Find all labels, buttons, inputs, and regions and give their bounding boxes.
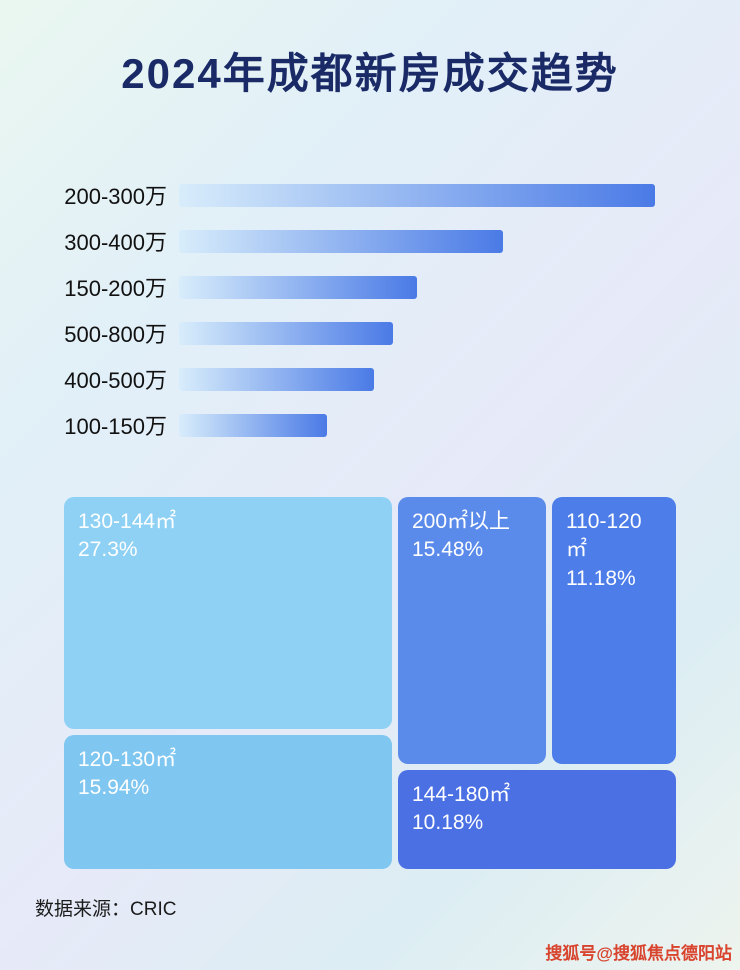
bar-track <box>179 413 705 437</box>
bar <box>179 183 656 207</box>
treemap-block-label: 110-120㎡ <box>566 510 642 562</box>
treemap-block-value: 27.3% <box>78 538 138 562</box>
watermark-text: 搜狐号@搜狐焦点德阳站 <box>545 944 732 963</box>
bar-category-label: 300-400万 <box>64 230 167 255</box>
bar-category-label: 400-500万 <box>64 368 167 393</box>
bar-track <box>179 275 705 299</box>
bar-category-label: 100-150万 <box>64 414 167 439</box>
bar-track <box>179 321 705 345</box>
treemap-block-label: 120-130㎡ <box>78 748 177 771</box>
treemap: 130-144㎡ 27.3% 200㎡以上 15.48% 110-120㎡ 11.18% 1… <box>64 497 676 869</box>
bar-row: 150-200万 <box>35 264 705 310</box>
treemap-block-label: 144-180㎡ <box>412 783 511 806</box>
bar <box>179 413 327 437</box>
treemap-block-label: 200㎡以上 <box>412 510 511 533</box>
treemap-block-value: 15.94% <box>78 776 150 800</box>
treemap-block: 130-144㎡ 27.3% <box>64 497 392 729</box>
page-title: 2024年成都新房成交趋势 <box>121 50 619 97</box>
bar-category-label: 150-200万 <box>64 276 167 301</box>
treemap-block-value: 15.48% <box>412 538 484 562</box>
bar-track <box>179 229 705 253</box>
bar-chart: 200-300万 300-400万 150-200万 500-800万 400-500万… <box>35 172 705 448</box>
bar-track <box>179 183 705 207</box>
bar <box>179 229 503 253</box>
bar-track <box>179 367 705 391</box>
bar-row: 200-300万 <box>35 172 705 218</box>
treemap-block: 120-130㎡ 15.94% <box>64 735 392 869</box>
bar-row: 300-400万 <box>35 218 705 264</box>
bar-category-label: 200-300万 <box>64 184 167 209</box>
treemap-block-label: 130-144㎡ <box>78 510 177 533</box>
bar-row: 500-800万 <box>35 310 705 356</box>
bar-category-label: 500-800万 <box>64 322 167 347</box>
treemap-block: 110-120㎡ 11.18% <box>552 497 676 764</box>
bar-row: 100-150万 <box>35 402 705 448</box>
data-source-label: 数据来源：CRIC <box>35 899 177 920</box>
bar-row: 400-500万 <box>35 356 705 402</box>
treemap-block-value: 11.18% <box>566 566 636 590</box>
treemap-block: 200㎡以上 15.48% <box>398 497 546 764</box>
bar <box>179 321 394 345</box>
treemap-block: 144-180㎡ 10.18% <box>398 770 676 869</box>
bar <box>179 275 417 299</box>
treemap-block-value: 10.18% <box>412 811 484 835</box>
bar <box>179 367 375 391</box>
